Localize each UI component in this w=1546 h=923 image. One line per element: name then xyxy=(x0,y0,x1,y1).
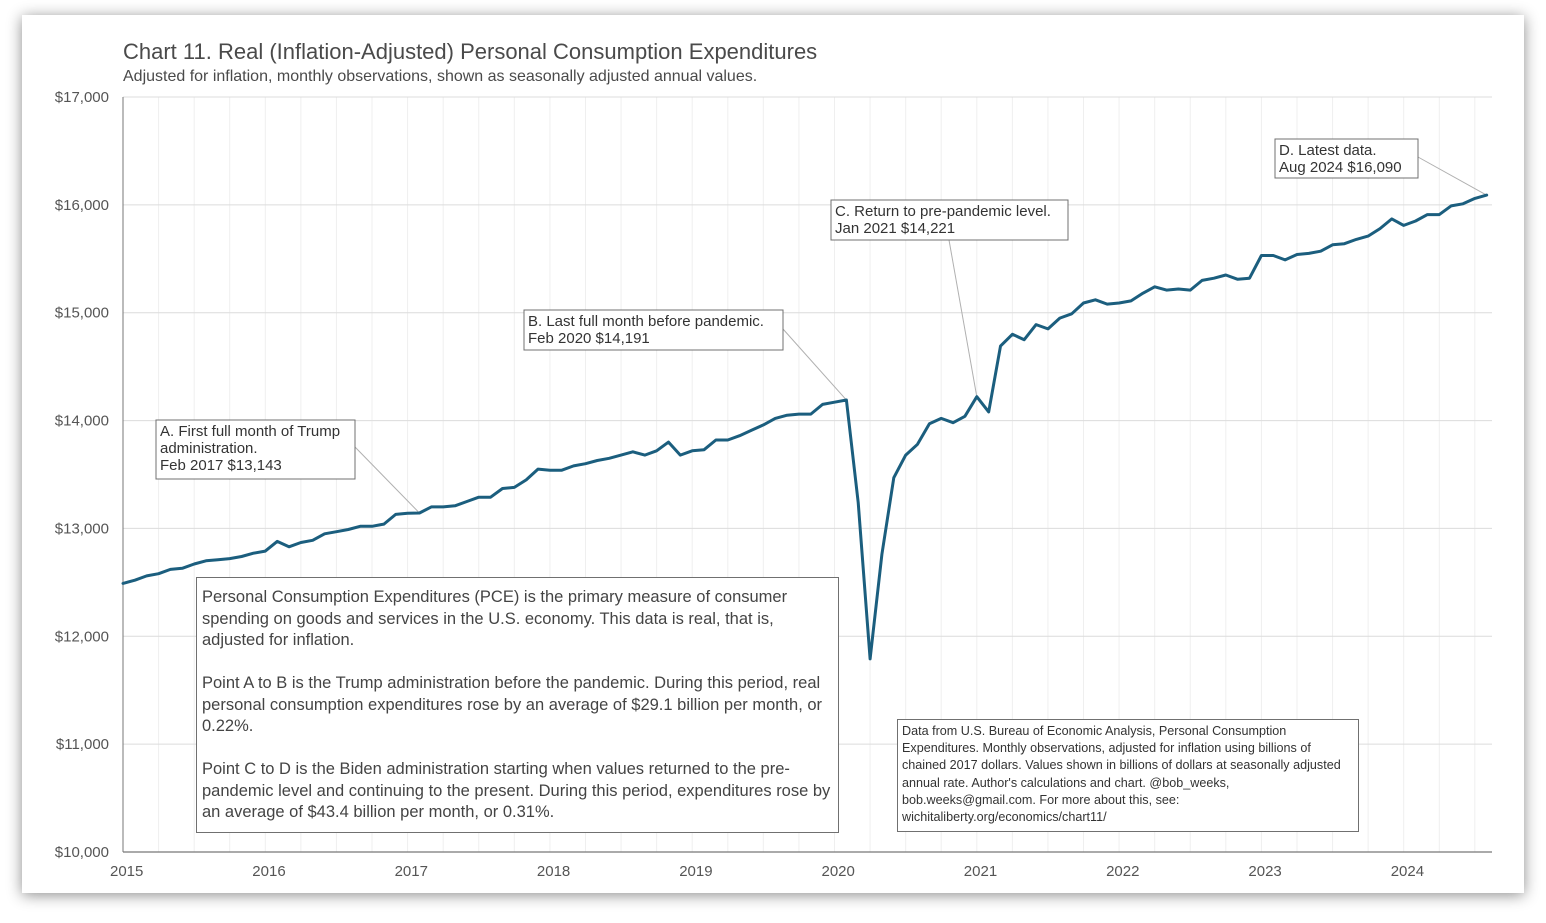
annotation-text: A. First full month of Trump xyxy=(160,423,340,440)
x-tick-label: 2023 xyxy=(1248,863,1281,880)
x-tick-label: 2022 xyxy=(1106,863,1139,880)
note-paragraph-3: Point C to D is the Biden administration… xyxy=(202,760,831,821)
x-tick-label: 2021 xyxy=(964,863,997,880)
annotation-leader-a xyxy=(354,446,420,514)
y-tick-label: $13,000 xyxy=(55,520,109,537)
x-tick-label: 2015 xyxy=(110,863,143,880)
annotation-leader-b xyxy=(782,328,847,401)
x-tick-label: 2016 xyxy=(252,863,285,880)
annotation-text: administration. xyxy=(160,440,258,457)
axes xyxy=(122,97,1492,853)
y-tick-label: $10,000 xyxy=(55,844,109,861)
annotation-leader-lines xyxy=(354,156,1487,514)
annotation-text: C. Return to pre-pandemic level. xyxy=(835,203,1051,220)
annotations: A. First full month of Trumpadministrati… xyxy=(155,138,1419,480)
annotation-text: Feb 2017 $13,143 xyxy=(160,457,282,474)
annotation-text: B. Last full month before pandemic. xyxy=(528,313,764,330)
series-group xyxy=(121,193,1489,661)
explanation-note: Personal Consumption Expenditures (PCE) … xyxy=(196,577,839,833)
y-tick-label: $14,000 xyxy=(55,413,109,430)
annotation-box xyxy=(830,199,1069,241)
x-tick-label: 2017 xyxy=(395,863,428,880)
x-tick-label: 2019 xyxy=(679,863,712,880)
note-paragraph-2: Point A to B is the Trump administration… xyxy=(202,674,823,735)
y-tick-label: $17,000 xyxy=(55,89,109,106)
x-axis-ticks: 2015 2016 2017 2018 2019 2020 2021 2022 2023 2024 xyxy=(110,863,1424,880)
chart-title: Chart 11. Real (Inflation-Adjusted) Pers… xyxy=(123,39,817,64)
annotation-b: B. Last full month before pandemic.Feb 2… xyxy=(523,309,784,351)
annotation-a: A. First full month of Trumpadministrati… xyxy=(155,419,356,480)
series-line xyxy=(121,193,1489,661)
annotation-box xyxy=(155,419,356,480)
y-tick-label: $16,000 xyxy=(55,197,109,214)
x-tick-label: 2024 xyxy=(1391,863,1424,880)
note-paragraph-1: Personal Consumption Expenditures (PCE) … xyxy=(202,588,788,649)
annotation-box xyxy=(523,309,784,351)
y-tick-label: $15,000 xyxy=(55,305,109,322)
annotation-text: D. Latest data. xyxy=(1279,142,1377,159)
y-tick-label: $11,000 xyxy=(56,736,109,753)
source-note: Data from U.S. Bureau of Economic Analys… xyxy=(897,719,1359,832)
annotation-c: C. Return to pre-pandemic level.Jan 2021… xyxy=(830,199,1069,241)
y-tick-label: $12,000 xyxy=(55,628,109,645)
annotation-text: Aug 2024 $16,090 xyxy=(1279,159,1402,176)
annotation-leader-d xyxy=(1417,156,1487,196)
y-axis-ticks: $10,000 $11,000 $12,000 $13,000 $14,000 $15,0… xyxy=(55,89,109,861)
annotation-leader-c xyxy=(948,239,978,397)
x-tick-label: 2020 xyxy=(822,863,855,880)
annotation-text: Jan 2021 $14,221 xyxy=(835,220,955,237)
annotation-text: Feb 2020 $14,191 xyxy=(528,330,650,347)
annotation-box xyxy=(1274,138,1419,179)
chart-subtitle: Adjusted for inflation, monthly observat… xyxy=(123,68,757,85)
annotation-d: D. Latest data.Aug 2024 $16,090 xyxy=(1274,138,1419,179)
x-tick-label: 2018 xyxy=(537,863,570,880)
